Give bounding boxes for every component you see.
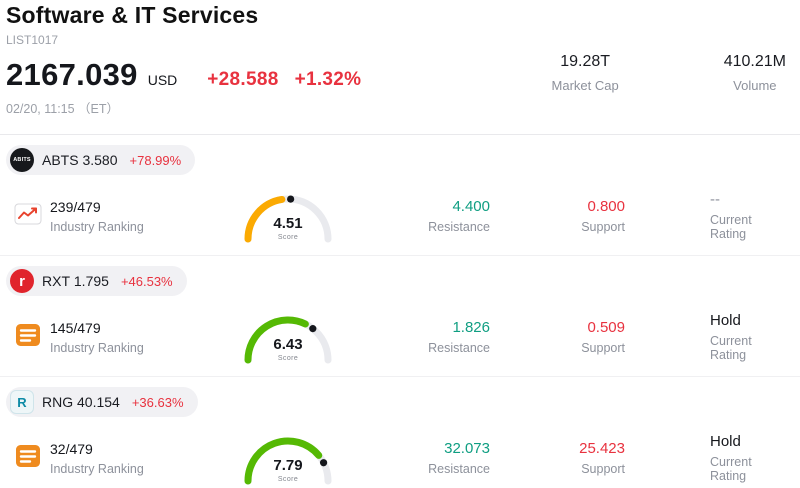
market-cap-stat: 19.28T Market Cap: [552, 53, 619, 93]
resistance-label: Resistance: [428, 341, 490, 355]
score-gauge: 4.51 Score: [238, 187, 338, 245]
stock-pill-rng[interactable]: R RNG 40.154 +36.63%: [6, 387, 198, 417]
support-value: 0.800: [587, 198, 625, 215]
volume-stat: 410.21M Volume: [724, 53, 786, 93]
price-change: +28.588 +1.32%: [207, 69, 361, 91]
quote-timestamp: 02/20, 11:15 （ET）: [6, 102, 120, 116]
market-cap-value: 19.28T: [560, 53, 611, 70]
price-change-abs: +28.588: [207, 69, 279, 90]
ranking-label: Industry Ranking: [50, 461, 144, 476]
page-title: Software & IT Services: [6, 2, 259, 28]
currency-label: USD: [147, 72, 178, 88]
book-icon: [6, 442, 50, 475]
envelope-chart-icon: [6, 200, 50, 233]
resistance-label: Resistance: [428, 462, 490, 476]
support-label: Support: [581, 341, 625, 355]
rng-logo-icon: R: [10, 390, 34, 414]
industry-ranking: 239/479 Industry Ranking: [50, 199, 198, 234]
score-value: 4.51: [273, 215, 303, 232]
resistance-label: Resistance: [428, 220, 490, 234]
resistance-value: 1.826: [452, 319, 490, 336]
resistance-value: 32.073: [444, 440, 490, 457]
ranking-value: 32/479: [50, 440, 93, 457]
stock-row-rng[interactable]: R RNG 40.154 +36.63% 32/479 Industry Ran…: [0, 376, 800, 488]
resistance-cell: 4.400 Resistance: [338, 198, 490, 234]
resistance-value: 4.400: [452, 198, 490, 215]
stock-row-abts[interactable]: ABITS ABTS 3.580 +78.99% 239/479 Industr…: [0, 135, 800, 255]
ranking-value: 239/479: [50, 198, 101, 215]
stock-ticker-price: RXT 1.795: [42, 273, 109, 289]
support-cell: 0.509 Support: [490, 319, 625, 355]
support-value: 25.423: [579, 440, 625, 457]
support-value: 0.509: [587, 319, 625, 336]
abts-logo-icon: ABITS: [10, 148, 34, 172]
ranking-value: 145/479: [50, 319, 101, 336]
book-icon: [6, 321, 50, 354]
support-label: Support: [581, 220, 625, 234]
rxt-logo-icon: r: [10, 269, 34, 293]
header-stats: 19.28T Market Cap 410.21M Volume: [552, 53, 786, 93]
index-price: 2167.039: [6, 57, 138, 92]
market-cap-label: Market Cap: [551, 78, 619, 93]
support-cell: 0.800 Support: [490, 198, 625, 234]
price-change-pct: +1.32%: [294, 69, 362, 90]
stock-details: 239/479 Industry Ranking 4.51 Score 4.40…: [6, 185, 790, 247]
header: Software & IT Services LIST1017 2167.039…: [0, 0, 800, 135]
score-gauge: 7.79 Score: [238, 429, 338, 487]
volume-value: 410.21M: [723, 53, 786, 70]
list-id: LIST1017: [6, 33, 59, 47]
rating-value: Hold: [710, 312, 741, 329]
price-row: 2167.039 USD +28.588 +1.32%: [6, 57, 790, 93]
rating-cell: Hold Current Rating: [625, 312, 790, 362]
stock-pill-abts[interactable]: ABITS ABTS 3.580 +78.99%: [6, 145, 196, 175]
rating-cell: Hold Current Rating: [625, 433, 790, 483]
ranking-label: Industry Ranking: [50, 219, 144, 234]
stock-ticker-price: RNG 40.154: [42, 394, 120, 410]
score-label: Score: [277, 355, 299, 362]
score-label: Score: [277, 234, 299, 241]
stock-details: 32/479 Industry Ranking 7.79 Score 32.07…: [6, 427, 790, 488]
rating-value: --: [710, 191, 720, 208]
rating-label: Current Rating: [710, 334, 752, 362]
stock-change: +46.53%: [120, 273, 173, 289]
rating-value: Hold: [710, 433, 741, 450]
score-value: 6.43: [273, 336, 303, 353]
score-value: 7.79: [273, 457, 303, 474]
ranking-label: Industry Ranking: [50, 340, 144, 355]
resistance-cell: 1.826 Resistance: [338, 319, 490, 355]
score-gauge: 6.43 Score: [238, 308, 338, 366]
support-cell: 25.423 Support: [490, 440, 625, 476]
resistance-cell: 32.073 Resistance: [338, 440, 490, 476]
stock-details: 145/479 Industry Ranking 6.43 Score 1.82…: [6, 306, 790, 368]
industry-ranking: 32/479 Industry Ranking: [50, 441, 198, 476]
stock-row-rxt[interactable]: r RXT 1.795 +46.53% 145/479 Industry Ran…: [0, 255, 800, 376]
stock-pill-rxt[interactable]: r RXT 1.795 +46.53%: [6, 266, 187, 296]
support-label: Support: [581, 462, 625, 476]
rating-label: Current Rating: [710, 455, 752, 483]
score-label: Score: [277, 476, 299, 483]
volume-label: Volume: [733, 78, 777, 93]
stock-change: +78.99%: [129, 152, 182, 168]
rating-label: Current Rating: [710, 213, 752, 241]
stock-ticker-price: ABTS 3.580: [42, 152, 118, 168]
rating-cell: -- Current Rating: [625, 191, 790, 241]
industry-ranking: 145/479 Industry Ranking: [50, 320, 198, 355]
stock-change: +36.63%: [131, 394, 184, 410]
